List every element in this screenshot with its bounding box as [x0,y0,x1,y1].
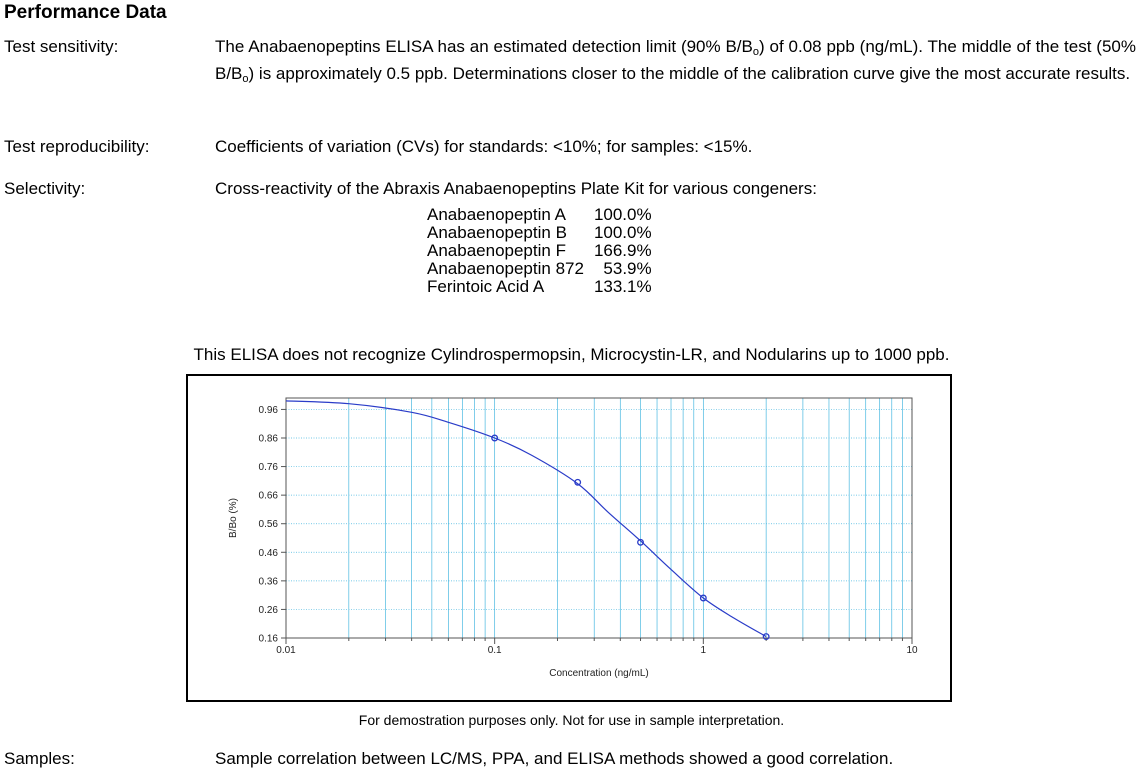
reproducibility-label: Test reproducibility: [4,137,150,156]
data-point [491,434,499,442]
congener-row: Anabaenopeptin B 100.0% [427,224,652,242]
congener-name: Ferintoic Acid A [427,277,545,296]
congener-value: 100.0% [593,223,652,242]
y-tick-label: 0.26 [259,605,279,616]
congener-value: 53.9% [603,259,652,278]
x-tick-label: 0.1 [488,645,502,656]
samples-label: Samples: [4,749,75,768]
y-axis-title: B/Bo (%) [228,498,239,538]
data-point [699,594,707,602]
y-tick-label: 0.56 [259,519,279,530]
congener-row: Ferintoic Acid A 133.1% [427,278,652,296]
y-tick-label: 0.46 [259,548,279,559]
congener-row: Anabaenopeptin 872 53.9% [427,260,652,278]
y-tick-label: 0.76 [259,462,279,473]
congener-name: Anabaenopeptin B [427,223,567,242]
calibration-chart: 0.16 0.26 0.36 0.46 0.56 0.66 0.76 0.86 0.96 0.01… [186,374,952,702]
data-point [574,478,582,486]
data-point [762,633,770,641]
disclaimer: For demostration purposes only. Not for … [358,712,785,728]
sensitivity-text: The Anabaenopeptins ELISA has an estimat… [215,36,1136,90]
plot-area [285,397,913,639]
sensitivity-subscript-2: o [242,73,249,85]
congener-name: Anabaenopeptin 872 [427,259,584,278]
sensitivity-text-part-2: ) of 0.08 ppb (ng/mL). The middle of the… [215,37,1136,83]
sensitivity-text-part-1: The Anabaenopeptins ELISA has an estimat… [215,37,753,56]
congener-table: Anabaenopeptin A 100.0% Anabaenopeptin B 10… [427,206,652,296]
samples-text: Sample correlation between LC/MS, PPA, a… [215,749,894,768]
sensitivity-text-part-3: ) is approximately 0.5 ppb. Determinatio… [248,64,1131,83]
congener-value: 133.1% [593,277,652,296]
y-tick-label: 0.66 [259,491,279,502]
congener-name: Anabaenopeptin F [427,241,566,260]
x-tick-label: 10 [906,645,918,656]
data-points [491,434,770,641]
recognition-note: This ELISA does not recognize Cylindrosp… [193,345,950,364]
sensitivity-label: Test sensitivity: [4,37,119,56]
calibration-chart-svg: 0.16 0.26 0.36 0.46 0.56 0.66 0.76 0.86 0.96 0.01… [228,397,918,679]
y-tick-label: 0.86 [259,434,279,445]
x-tick-label: 0.01 [276,645,296,656]
congener-name: Anabaenopeptin A [427,205,566,224]
selectivity-label: Selectivity: [4,179,86,198]
page-heading: Performance Data [4,2,167,23]
y-tick-label: 0.16 [259,634,279,645]
reproducibility-text: Coefficients of variation (CVs) for stan… [215,137,753,156]
x-tick-label: 1 [701,645,707,656]
data-point [637,538,644,546]
x-axis-title: Concentration (ng/mL) [549,668,649,679]
fit-curve [285,400,767,638]
axis-ticks: 0.16 0.26 0.36 0.46 0.56 0.66 0.76 0.86 0.96 0.01… [259,405,918,656]
congener-value: 100.0% [593,205,652,224]
sensitivity-subscript-1: o [752,46,759,58]
y-tick-label: 0.96 [259,405,279,416]
congener-row: Anabaenopeptin A 100.0% [427,206,652,224]
y-tick-label: 0.36 [259,576,279,587]
selectivity-text: Cross-reactivity of the Abraxis Anabaeno… [215,179,817,198]
chart-grid [286,398,912,638]
congener-value: 166.9% [593,241,652,260]
congener-row: Anabaenopeptin F 166.9% [427,242,652,260]
